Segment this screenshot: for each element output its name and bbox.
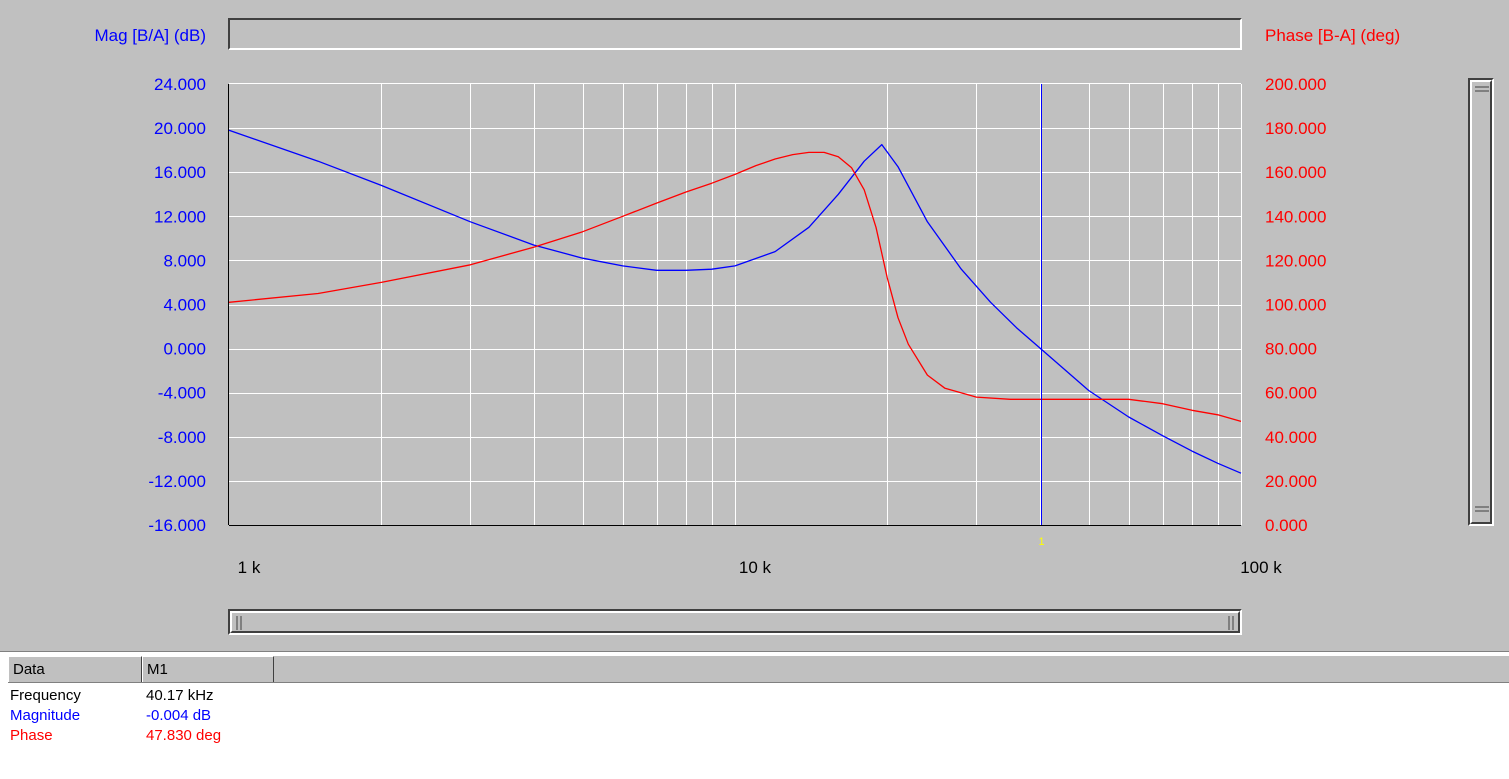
x-tick-label: 1 k — [238, 558, 261, 577]
column-header-m1[interactable]: M1 — [142, 656, 274, 682]
column-header-data[interactable]: Data — [8, 656, 142, 682]
marker-label: 1 — [1038, 536, 1044, 548]
series-line-magnitude — [228, 129, 1242, 474]
y-left-tick-label: -12.000 — [148, 472, 206, 491]
y-right-tick-label: 160.000 — [1265, 163, 1326, 182]
y-right-tick-label: 100.000 — [1265, 296, 1326, 315]
axes — [228, 83, 1242, 526]
row-label: Phase — [10, 727, 53, 744]
vertical-scrollbar[interactable] — [1468, 78, 1494, 526]
grip-icon — [1475, 86, 1489, 88]
y-left-tick-label: 12.000 — [154, 207, 206, 226]
y-left-tick-label: -8.000 — [158, 428, 206, 447]
y-right-tick-label: 140.000 — [1265, 207, 1326, 226]
left-axis-title: Mag [B/A] (dB) — [95, 26, 206, 45]
grip-icon — [1475, 506, 1489, 508]
grip-icon — [1228, 616, 1230, 630]
y-left-tick-label: 16.000 — [154, 163, 206, 182]
grip-icon — [1232, 616, 1234, 630]
y-right-tick-label: 200.000 — [1265, 75, 1326, 94]
horizontal-scrollbar[interactable] — [228, 609, 1242, 635]
y-right-tick-label: 60.000 — [1265, 384, 1317, 403]
y-right-tick-label: 0.000 — [1265, 516, 1308, 535]
marker-data-panel: Data M1 Frequency 40.17 kHz Magnitude -0… — [0, 651, 1509, 779]
y-left-tick-label: 24.000 — [154, 75, 206, 94]
row-value: -0.004 dB — [146, 707, 212, 724]
row-label: Magnitude — [10, 707, 81, 724]
data-table-header: Data M1 — [8, 656, 1509, 683]
marker: 1 — [1038, 84, 1045, 548]
y-left-tick-label: -4.000 — [158, 384, 206, 403]
y-right-tick-label: 20.000 — [1265, 472, 1317, 491]
right-axis-title: Phase [B-A] (deg) — [1265, 26, 1400, 45]
grip-icon — [1475, 90, 1489, 92]
y-right-tick-label: 40.000 — [1265, 428, 1317, 447]
x-tick-label: 100 k — [1240, 558, 1282, 577]
grid — [229, 84, 1241, 525]
chart-title-box — [228, 18, 1242, 50]
y-right-tick-label: 120.000 — [1265, 251, 1326, 270]
x-tick-label: 10 k — [739, 558, 772, 577]
horizontal-scroll-thumb[interactable] — [230, 611, 1240, 633]
series-lines — [228, 129, 1242, 474]
y-left-tick-label: -16.000 — [148, 516, 206, 535]
row-label: Frequency — [10, 687, 81, 704]
y-left-tick-label: 4.000 — [163, 296, 206, 315]
bode-plot: Mag [B/A] (dB) Phase [B-A] (deg) 24.0002… — [95, 26, 1401, 577]
y-left-tick-label: 20.000 — [154, 119, 206, 138]
row-value: 40.17 kHz — [146, 687, 214, 704]
y-left-tick-label: 0.000 — [163, 340, 206, 359]
row-value: 47.830 deg — [146, 727, 222, 744]
y-right-tick-label: 180.000 — [1265, 119, 1326, 138]
tick-labels: 24.000 20.000 16.000 12.000 8.000 4.000 0.000 -… — [148, 75, 1326, 577]
series-line-phase — [228, 151, 1242, 423]
grip-icon — [236, 616, 238, 630]
grip-icon — [1475, 510, 1489, 512]
vertical-scroll-thumb[interactable] — [1470, 80, 1492, 524]
grip-icon — [240, 616, 242, 630]
y-left-tick-label: 8.000 — [163, 251, 206, 270]
y-right-tick-label: 80.000 — [1265, 340, 1317, 359]
